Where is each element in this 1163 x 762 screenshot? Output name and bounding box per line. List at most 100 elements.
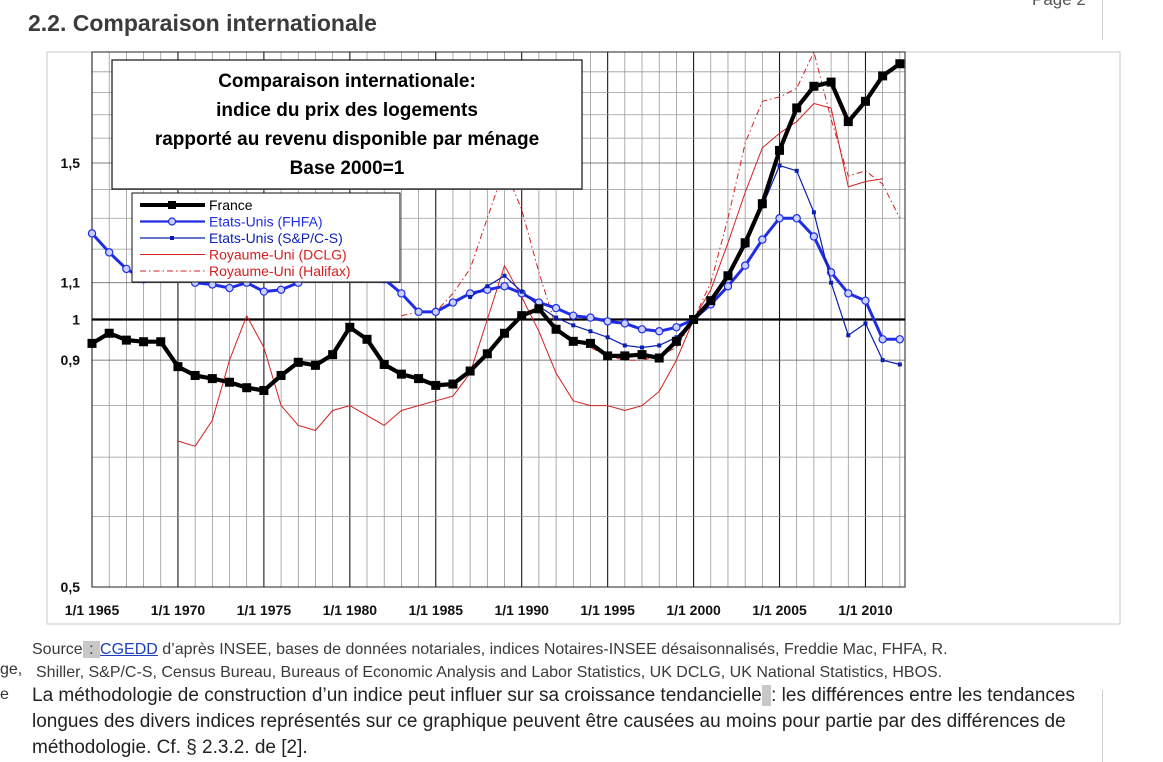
series-0 (87, 59, 905, 395)
data-point (225, 283, 234, 293)
margin-fragment-2: e (0, 686, 9, 703)
data-point (87, 229, 97, 238)
data-point (672, 323, 681, 332)
data-point (586, 313, 595, 322)
cgedd-link[interactable]: CGEDD (100, 641, 158, 658)
x-tick-label: 1/1 1970 (151, 602, 206, 618)
data-point (843, 117, 853, 127)
legend-marker (167, 217, 177, 226)
y-tick-label: 1 (72, 312, 80, 328)
x-tick-label: 1/1 2000 (666, 602, 721, 618)
y-tick-label: 0,5 (61, 579, 81, 595)
title-frame (111, 59, 583, 190)
data-point (844, 289, 853, 298)
data-point (809, 81, 819, 91)
data-point (620, 319, 630, 328)
x-tick-label: 1/1 1995 (580, 602, 635, 618)
data-point (293, 357, 303, 367)
data-point (654, 353, 664, 363)
chart-title-line: indice du prix des logements (216, 100, 478, 121)
data-point (826, 77, 836, 87)
data-point (897, 362, 902, 367)
data-point (517, 311, 527, 321)
data-point (846, 333, 851, 338)
data-point (502, 273, 507, 278)
x-tick-label: 1/1 1975 (237, 602, 292, 618)
data-point (345, 322, 355, 332)
data-point (207, 374, 217, 384)
chart-title-line: Comparaison internationale: (218, 71, 476, 92)
source-separator: : (82, 641, 101, 658)
x-tick-label: 1/1 2010 (838, 602, 893, 618)
methodology-note: La méthodologie de construction d’un ind… (32, 683, 1102, 761)
legend-label: Etats-Unis (FHFA) (209, 214, 323, 230)
data-point (485, 284, 490, 289)
chart-title-line: rapporté au revenu disponible par ménage (155, 129, 539, 150)
data-point (554, 315, 559, 320)
data-point (620, 351, 630, 361)
data-point (588, 329, 593, 334)
methodology-note-part2: : les différences entre les tendances lo… (32, 685, 1075, 758)
data-point (811, 210, 816, 215)
data-point (740, 238, 750, 248)
data-point (500, 328, 510, 338)
data-point (758, 235, 767, 244)
data-point (104, 328, 114, 338)
page-number: Page 2 (1032, 0, 1086, 10)
data-point (622, 343, 627, 348)
data-point (671, 336, 681, 346)
legend-label: Royaume-Uni (DCLG) (209, 247, 347, 263)
data-point (448, 298, 458, 307)
legend-label: Royaume-Uni (Halifax) (209, 263, 351, 279)
data-point (551, 303, 561, 313)
methodology-note-part1: La méthodologie de construction d’un ind… (32, 685, 762, 706)
data-point (792, 214, 801, 223)
x-tick-label: 1/1 1985 (409, 602, 464, 618)
data-point (328, 350, 338, 360)
data-point (122, 264, 131, 274)
data-point (895, 335, 905, 344)
data-point (414, 307, 423, 317)
data-point (519, 289, 524, 294)
data-point (880, 358, 885, 363)
data-point (637, 350, 647, 360)
source-line-1: d’après INSEE, bases de données notarial… (157, 641, 948, 658)
x-tick-label: 1/1 1980 (323, 602, 378, 618)
legend-label: Etats-Unis (S&P/C-S) (209, 230, 343, 246)
y-tick-label: 0,9 (61, 352, 81, 368)
data-point (482, 349, 492, 359)
x-tick-label: 1/1 1965 (65, 602, 120, 618)
chart-title-line: Base 2000=1 (290, 158, 405, 179)
data-point (465, 366, 475, 376)
data-point (379, 359, 389, 369)
data-point (794, 168, 799, 173)
y-tick-label: 1,5 (61, 155, 81, 171)
data-point (414, 374, 424, 384)
data-point (139, 337, 149, 347)
data-point (571, 323, 576, 328)
data-point (585, 338, 595, 348)
data-point (87, 338, 97, 348)
page-margin-rule-bottom (1102, 690, 1103, 762)
page-margin-rule (1102, 0, 1103, 40)
data-point (861, 296, 870, 305)
data-point (689, 315, 699, 324)
data-point (190, 370, 200, 380)
data-point (860, 96, 870, 106)
x-tick-label: 1/1 1990 (494, 602, 549, 618)
data-point (723, 271, 733, 281)
data-point (276, 370, 286, 380)
data-point (448, 379, 458, 389)
data-point (655, 327, 664, 336)
data-point (259, 385, 269, 395)
data-point (740, 261, 750, 270)
data-point (809, 232, 819, 241)
data-point (551, 324, 561, 334)
legend-label: France (209, 197, 253, 213)
data-point (534, 304, 544, 314)
data-point (637, 325, 647, 334)
data-point (603, 317, 612, 326)
section-title: 2.2. Comparaison internationale (28, 10, 377, 36)
data-point (310, 360, 320, 370)
